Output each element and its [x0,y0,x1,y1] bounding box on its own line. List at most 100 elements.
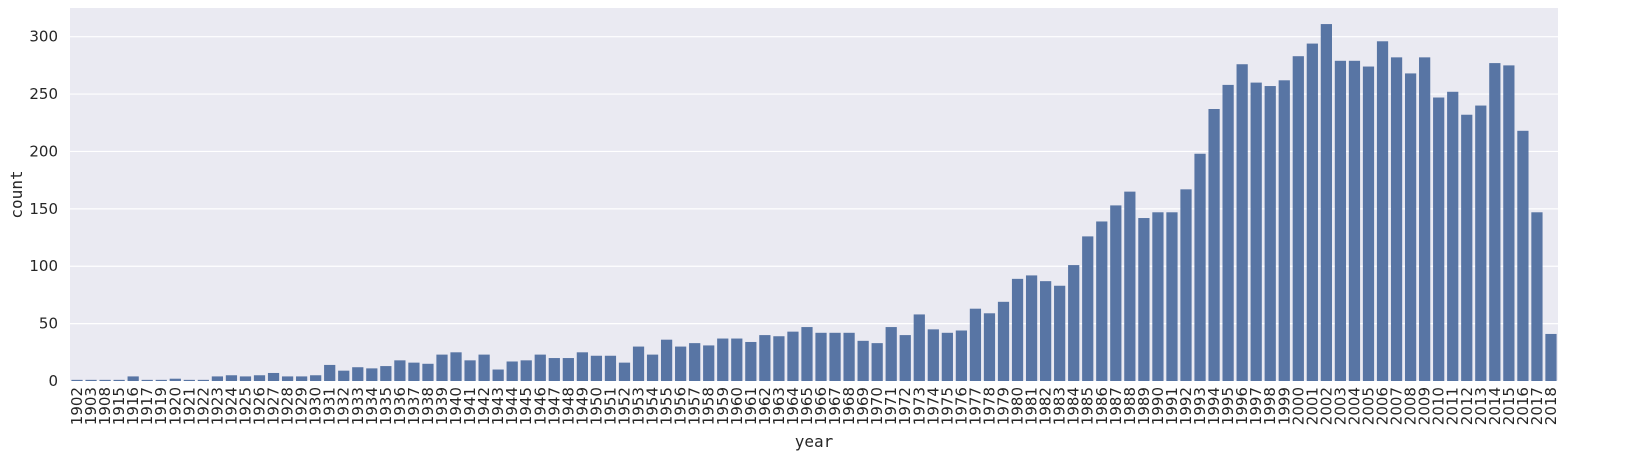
bar-1902 [71,379,83,381]
bar-1960 [731,338,743,381]
x-tick-label: 2000 [1289,387,1307,425]
bar-2007 [1390,57,1403,381]
x-tick-label: 2012 [1458,387,1476,425]
bar-2016 [1517,130,1529,381]
x-tick-label: 2013 [1472,387,1490,425]
bar-1923 [211,376,224,381]
bar-2002 [1320,24,1332,382]
bar-1966 [815,332,827,381]
bar-1937 [408,362,420,381]
x-tick-label: 1953 [630,387,648,425]
bar-1951 [604,355,617,381]
x-tick-label: 2015 [1500,387,1518,425]
bar-1921 [183,379,195,381]
bar-1970 [871,343,883,381]
bar-2003 [1334,60,1347,381]
x-tick-label: 2017 [1528,387,1546,425]
bar-1954 [646,354,659,381]
bar-1999 [1278,80,1290,381]
x-tick-label: 1986 [1093,387,1111,425]
x-tick-label: 2016 [1514,387,1532,425]
x-tick-label: 1948 [559,387,577,425]
bar-1916 [127,376,139,381]
x-tick-label: 1963 [770,387,788,425]
x-tick-label: 1902 [68,387,86,425]
bar-1948 [562,358,574,381]
bar-1945 [520,360,532,381]
x-tick-label: 2008 [1402,387,1420,425]
bar-1988 [1124,191,1136,381]
x-tick-label: 1951 [601,387,619,425]
x-tick-label: 1919 [152,387,170,425]
bar-2010 [1433,97,1445,382]
x-tick-label: 1931 [321,387,339,425]
x-tick-label: 1978 [980,387,998,425]
bar-1981 [1025,275,1038,381]
bar-1957 [689,343,701,381]
x-tick-label: 1943 [489,387,507,425]
bar-1979 [997,301,1010,381]
bar-1982 [1040,281,1052,381]
x-axis-ticks: 1902190319081915191619171919192019211922… [68,387,1560,425]
bar-1996 [1236,64,1248,381]
x-tick-label: 1958 [700,387,718,425]
x-tick-label: 1932 [335,387,353,425]
x-tick-label: 1939 [433,387,451,425]
x-tick-label: 1916 [124,387,142,425]
x-tick-label: 2018 [1542,387,1560,425]
bar-2013 [1475,105,1487,382]
bar-1962 [759,335,771,381]
y-tick-label: 200 [29,142,58,160]
y-axis-label: count [7,170,26,218]
x-tick-label: 1987 [1107,387,1125,425]
bar-1931 [324,364,336,381]
x-tick-label: 1974 [924,387,942,425]
bar-2001 [1306,43,1318,381]
bar-2008 [1404,73,1417,382]
bar-1968 [843,332,855,381]
x-tick-label: 1966 [812,387,830,425]
bar-1950 [590,355,603,381]
bar-1928 [281,376,294,381]
bar-2009 [1419,57,1431,381]
x-tick-label: 1977 [966,387,984,425]
bar-1963 [773,336,785,381]
bar-2005 [1362,66,1375,381]
x-tick-label: 1968 [840,387,858,425]
bar-2015 [1503,65,1515,381]
x-tick-label: 1997 [1247,387,1265,425]
x-tick-label: 1922 [194,387,212,425]
bar-2012 [1461,114,1473,381]
x-tick-label: 1937 [405,387,423,425]
x-tick-label: 1964 [784,387,802,425]
bar-1973 [913,314,925,381]
bar-1976 [955,330,968,381]
bar-1961 [745,341,757,381]
x-tick-label: 1929 [293,387,311,425]
x-tick-label: 2005 [1359,387,1377,425]
bar-1920 [169,378,181,381]
bar-2017 [1531,212,1543,381]
bar-1998 [1264,86,1276,381]
y-tick-label: 100 [29,257,58,275]
bar-1977 [969,308,982,381]
bar-1969 [857,340,869,381]
bar-1939 [436,354,448,381]
x-tick-label: 1928 [279,387,297,425]
bar-1989 [1138,218,1150,381]
bar-1980 [1011,278,1024,381]
bar-1994 [1208,108,1220,382]
x-tick-label: 1926 [251,387,269,425]
bar-1952 [618,362,631,381]
bar-1978 [983,313,996,381]
x-tick-label: 1944 [503,387,521,425]
bar-1971 [885,327,897,381]
bar-1932 [338,370,350,381]
bar-1947 [548,358,560,381]
y-tick-label: 0 [48,372,58,390]
x-tick-label: 1990 [1149,387,1167,425]
x-tick-label: 1935 [377,387,395,425]
x-tick-label: 1985 [1079,387,1097,425]
x-tick-label: 1984 [1065,387,1083,425]
x-tick-label: 1949 [573,387,591,425]
